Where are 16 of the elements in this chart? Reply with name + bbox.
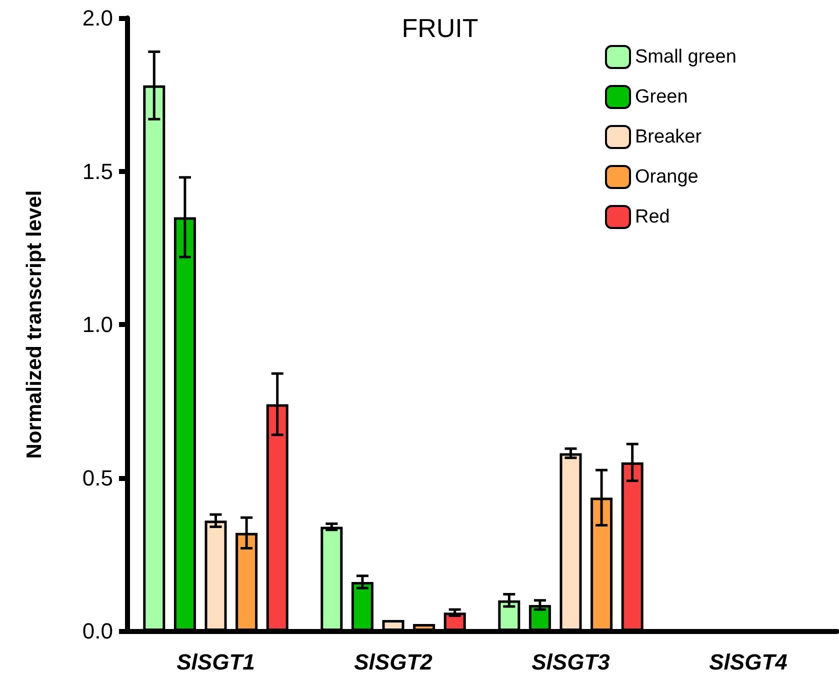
y-axis-title: Normalized transcript level	[23, 190, 46, 459]
chart-title: FRUIT	[402, 13, 478, 43]
x-tick-label: SlSGT3	[532, 650, 610, 674]
y-tick-label: 0.5	[82, 465, 113, 490]
y-tick-label: 0.0	[82, 618, 113, 644]
legend-label: Orange	[635, 166, 698, 188]
y-tick-label: 2.0	[82, 6, 113, 30]
legend-label: Red	[635, 206, 670, 228]
legend-label: Green	[635, 86, 688, 108]
legend-label: Breaker	[635, 126, 702, 148]
y-tick-label: 1.0	[82, 312, 113, 337]
legend-label: Small green	[635, 46, 736, 68]
x-tick-label: SlSGT2	[354, 650, 434, 674]
x-tick-label: SlSGT1	[176, 650, 255, 674]
y-tick-label: 1.5	[82, 158, 113, 184]
x-tick-label: SlSGT4	[709, 650, 788, 674]
